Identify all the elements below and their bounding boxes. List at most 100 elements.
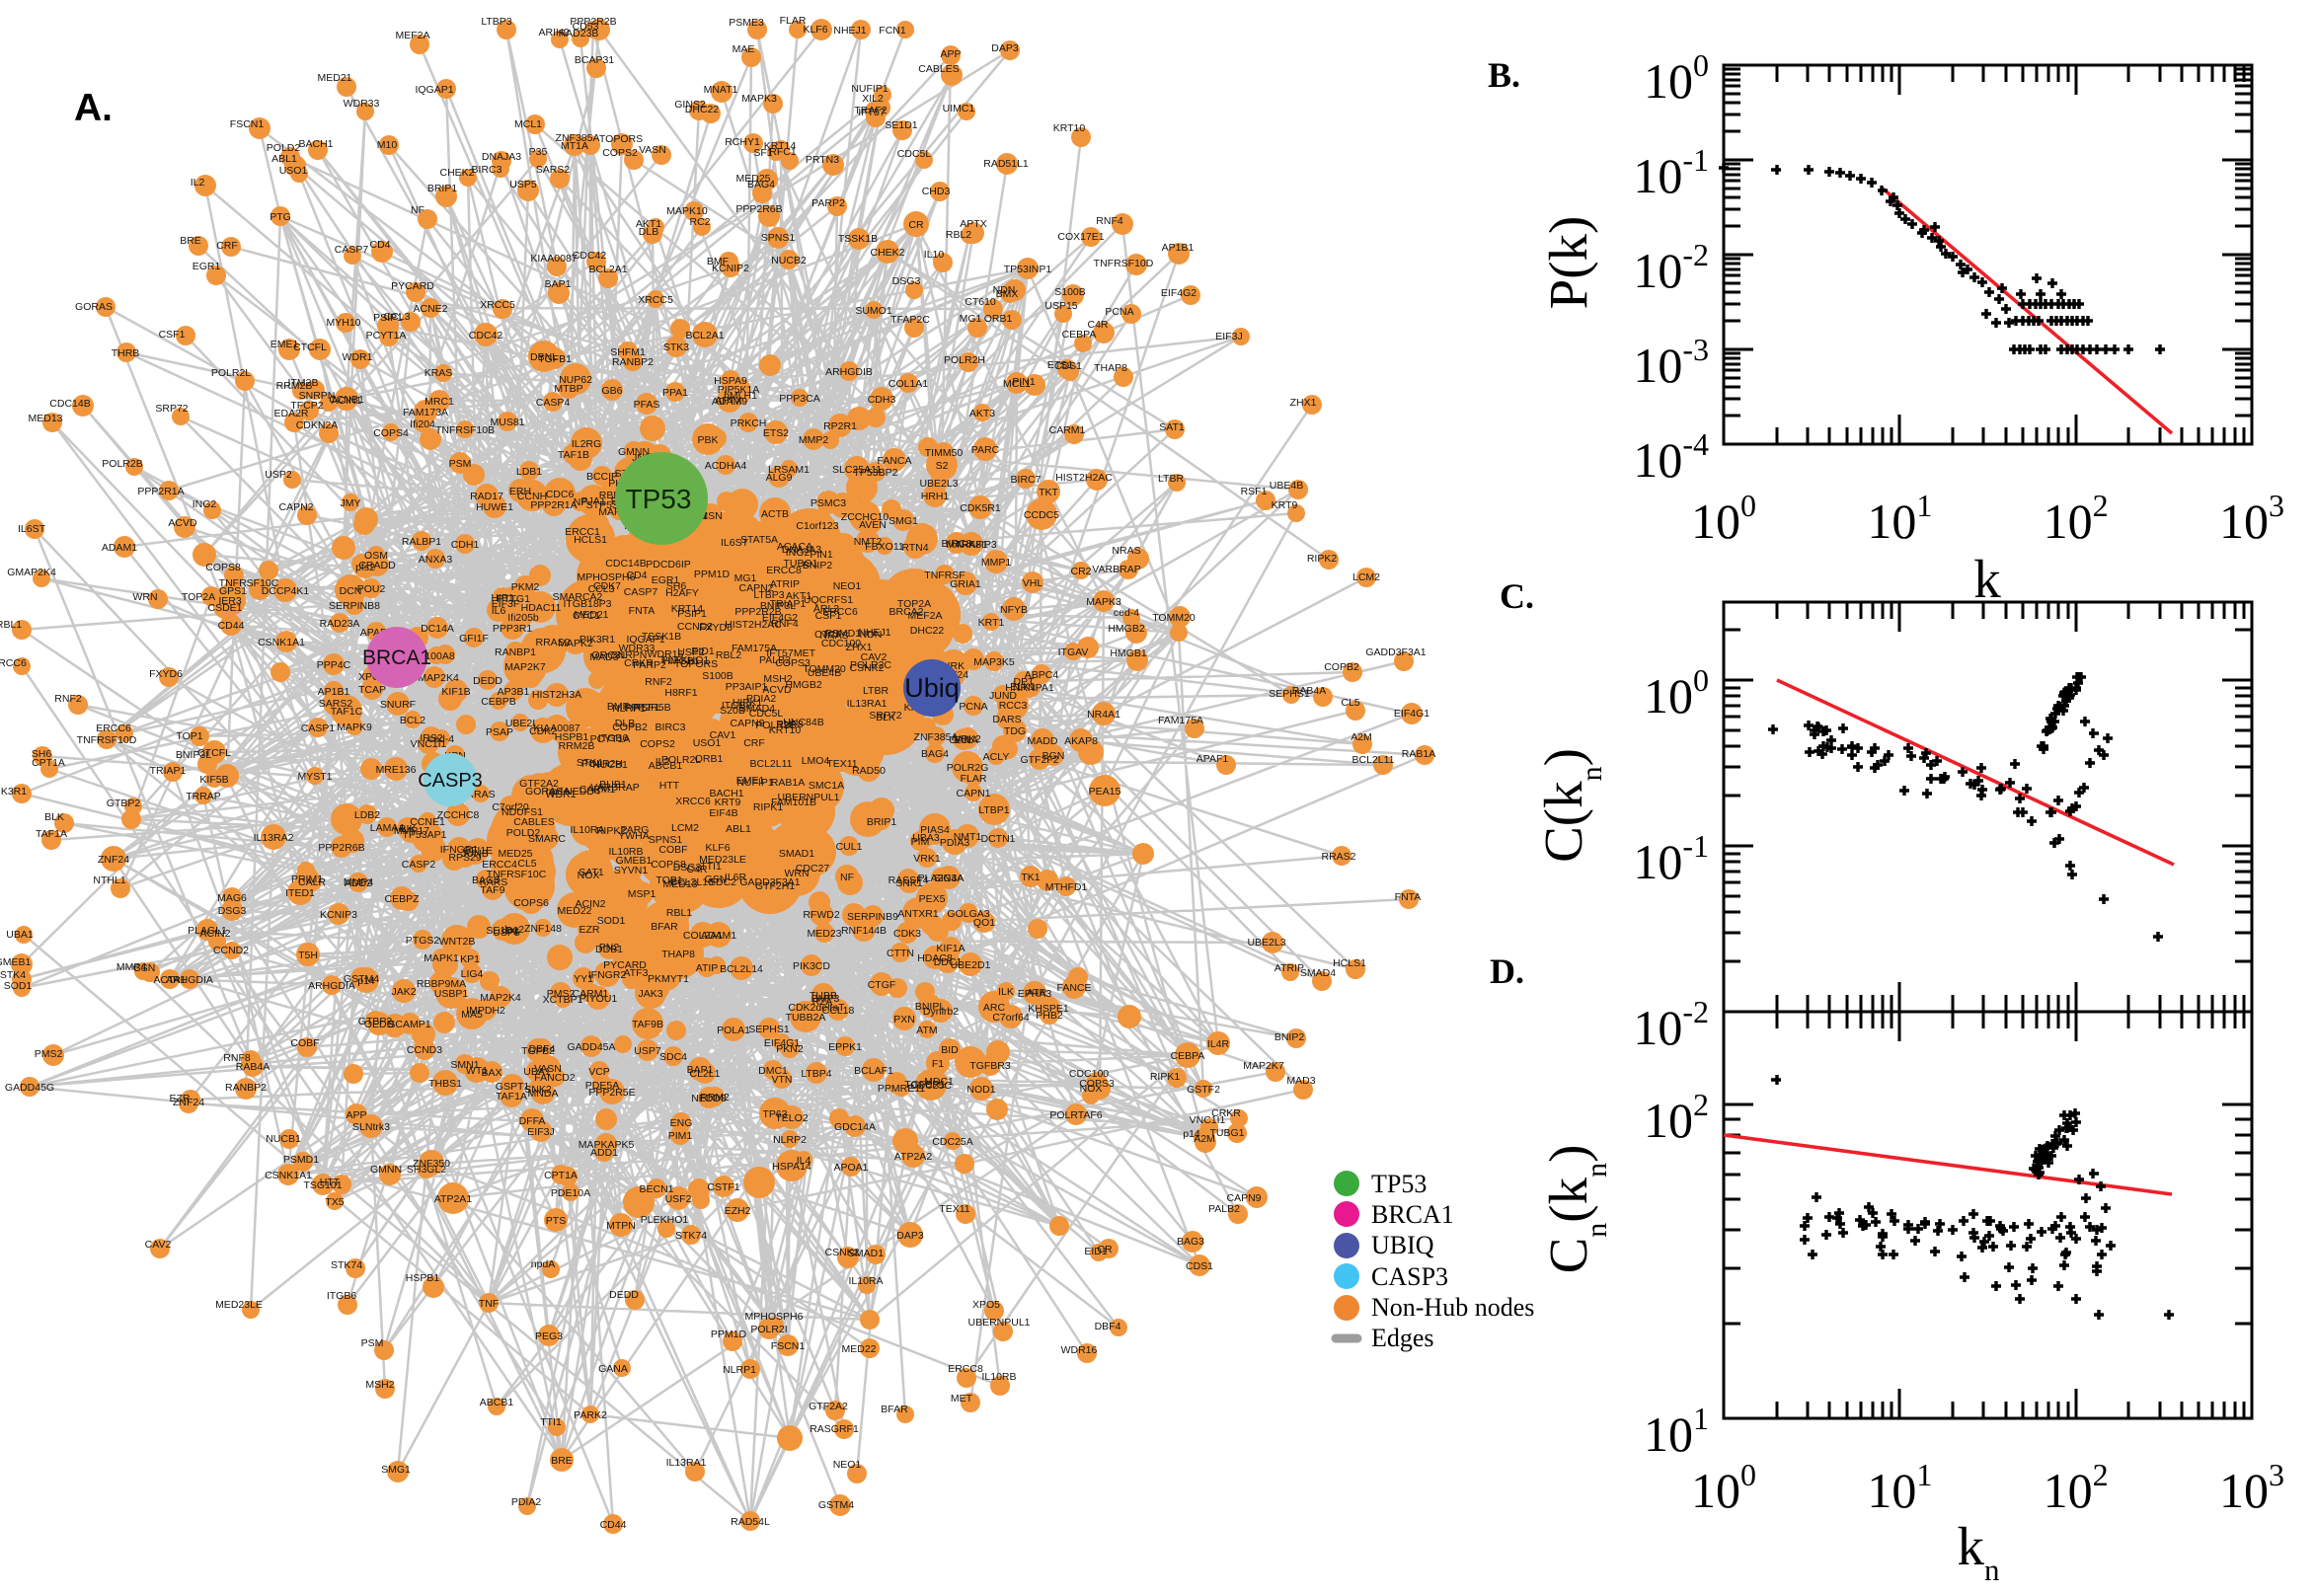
svg-text:KRT1: KRT1 — [978, 617, 1005, 629]
svg-text:CASP2: CASP2 — [402, 859, 436, 871]
svg-text:PSM: PSM — [449, 458, 472, 470]
svg-text:YWHA: YWHA — [618, 830, 650, 842]
svg-text:BMX: BMX — [996, 288, 1019, 300]
svg-text:CTCFL: CTCFL — [197, 747, 231, 759]
svg-text:FANCE: FANCE — [1056, 982, 1091, 994]
svg-text:GTF2A2: GTF2A2 — [519, 778, 559, 790]
svg-text:CASP3: CASP3 — [1371, 1262, 1448, 1291]
svg-text:COPS8: COPS8 — [651, 859, 686, 871]
svg-text:SMAD4: SMAD4 — [1300, 967, 1336, 979]
svg-text:PFAS: PFAS — [634, 399, 660, 411]
svg-text:DNAJA3: DNAJA3 — [482, 151, 521, 163]
svg-text:DFFA: DFFA — [519, 1115, 546, 1127]
svg-text:SPNS1: SPNS1 — [761, 232, 796, 244]
svg-text:TNFRSF10D: TNFRSF10D — [77, 734, 137, 746]
svg-text:NLRP2: NLRP2 — [773, 1134, 807, 1146]
svg-text:Ifi205b: Ifi205b — [507, 612, 539, 624]
svg-text:LDB1: LDB1 — [516, 466, 542, 478]
svg-text:COL2A1: COL2A1 — [683, 930, 723, 942]
svg-text:DLB: DLB — [639, 226, 658, 238]
svg-text:CAPN9: CAPN9 — [730, 718, 764, 729]
svg-text:SCAMP1: SCAMP1 — [388, 1019, 430, 1030]
svg-text:CABLES: CABLES — [513, 816, 554, 828]
svg-text:ACNE2: ACNE2 — [413, 303, 447, 315]
svg-text:NUP62: NUP62 — [559, 374, 592, 386]
svg-text:IFNGR2: IFNGR2 — [588, 969, 627, 981]
svg-text:GANA: GANA — [949, 734, 978, 746]
svg-text:SNK1: SNK1 — [895, 877, 923, 889]
svg-text:USP7: USP7 — [634, 1045, 661, 1057]
svg-text:ARIH2: ARIH2 — [539, 27, 570, 38]
svg-text:SMAD1: SMAD1 — [848, 1248, 884, 1259]
svg-text:TAF1B: TAF1B — [558, 449, 589, 461]
svg-text:PARP2: PARP2 — [633, 659, 666, 671]
svg-text:VTN: VTN — [772, 1074, 793, 1086]
svg-text:HMGB1: HMGB1 — [662, 655, 700, 667]
svg-text:MAPK3: MAPK3 — [1086, 596, 1121, 608]
svg-text:MED21: MED21 — [574, 609, 608, 621]
svg-text:MPHOSPH6: MPHOSPH6 — [745, 1311, 804, 1323]
svg-text:MRC1: MRC1 — [425, 396, 454, 408]
svg-text:LTBP4: LTBP4 — [801, 1068, 831, 1080]
svg-text:CRF: CRF — [743, 737, 765, 749]
svg-text:MRE136: MRE136 — [376, 764, 417, 776]
svg-text:NUFIP1: NUFIP1 — [851, 83, 888, 95]
svg-text:SYVN1: SYVN1 — [614, 865, 649, 876]
svg-text:ACVD: ACVD — [762, 684, 792, 696]
svg-text:MTHFD1: MTHFD1 — [1045, 881, 1088, 893]
svg-text:TRRAP: TRRAP — [186, 791, 221, 802]
svg-text:PPP2R2B: PPP2R2B — [734, 606, 781, 618]
svg-text:COX17E1: COX17E1 — [1057, 231, 1104, 243]
svg-text:P(k): P(k) — [1538, 216, 1598, 310]
svg-text:KRT10: KRT10 — [1053, 122, 1086, 134]
svg-text:ING2: ING2 — [193, 498, 217, 510]
svg-text:EGR1: EGR1 — [193, 261, 221, 272]
svg-text:TGFB2: TGFB2 — [521, 1045, 555, 1057]
svg-text:SNK2: SNK2 — [524, 1084, 552, 1096]
svg-text:JUND: JUND — [989, 690, 1017, 702]
svg-text:MAD3: MAD3 — [589, 651, 618, 663]
svg-text:BIK: BIK — [400, 823, 417, 835]
svg-text:KIF1B: KIF1B — [441, 686, 470, 698]
svg-text:ABCB1: ABCB1 — [649, 760, 683, 772]
svg-text:PCNA: PCNA — [959, 701, 987, 713]
svg-text:PXN: PXN — [893, 1014, 915, 1026]
svg-text:XRCC6: XRCC6 — [675, 796, 711, 807]
svg-text:PPP2R6B: PPP2R6B — [318, 842, 364, 854]
svg-text:PEA15: PEA15 — [1089, 786, 1121, 798]
svg-text:PALB2: PALB2 — [759, 654, 791, 666]
svg-text:MET: MET — [951, 1393, 973, 1405]
svg-text:GANA: GANA — [598, 1363, 628, 1375]
svg-text:ABCB1: ABCB1 — [480, 1397, 514, 1408]
svg-text:NDUFS1: NDUFS1 — [502, 806, 543, 818]
svg-text:SAT1: SAT1 — [1159, 421, 1185, 433]
svg-text:FNTA: FNTA — [1395, 891, 1422, 903]
svg-text:STK4: STK4 — [577, 757, 602, 769]
svg-text:ATRIP: ATRIP — [1274, 962, 1304, 974]
svg-text:TNF: TNF — [479, 1298, 499, 1310]
svg-text:EIF4B: EIF4B — [709, 807, 737, 819]
svg-text:MG1: MG1 — [960, 313, 982, 325]
svg-text:TOPORS: TOPORS — [599, 133, 643, 145]
svg-text:POLRTAF6: POLRTAF6 — [1049, 1109, 1102, 1121]
svg-text:POLA1: POLA1 — [717, 1025, 750, 1036]
svg-text:CDH3: CDH3 — [868, 394, 896, 406]
svg-text:CDH1: CDH1 — [451, 539, 480, 551]
svg-text:EDA2R: EDA2R — [273, 408, 308, 419]
svg-text:PTGS2: PTGS2 — [406, 935, 440, 947]
svg-text:USP2: USP2 — [677, 646, 705, 658]
svg-text:WDR1: WDR1 — [343, 351, 373, 363]
svg-text:MYH10: MYH10 — [326, 317, 360, 329]
svg-text:JAK2: JAK2 — [391, 986, 416, 998]
svg-text:RBL2: RBL2 — [716, 649, 741, 661]
svg-text:GTF2F2: GTF2F2 — [1020, 754, 1058, 766]
svg-text:STK3: STK3 — [663, 342, 689, 353]
svg-text:BCL2L14: BCL2L14 — [720, 963, 763, 975]
svg-text:ATP2A2: ATP2A2 — [894, 1151, 932, 1163]
svg-text:CD44: CD44 — [218, 620, 245, 632]
svg-text:VASN: VASN — [534, 1063, 562, 1075]
svg-text:ACIN1: ACIN1 — [332, 395, 362, 407]
svg-text:HIP1: HIP1 — [491, 592, 514, 604]
svg-text:RRM2B: RRM2B — [559, 740, 595, 752]
svg-text:PIK3R1: PIK3R1 — [0, 786, 27, 798]
